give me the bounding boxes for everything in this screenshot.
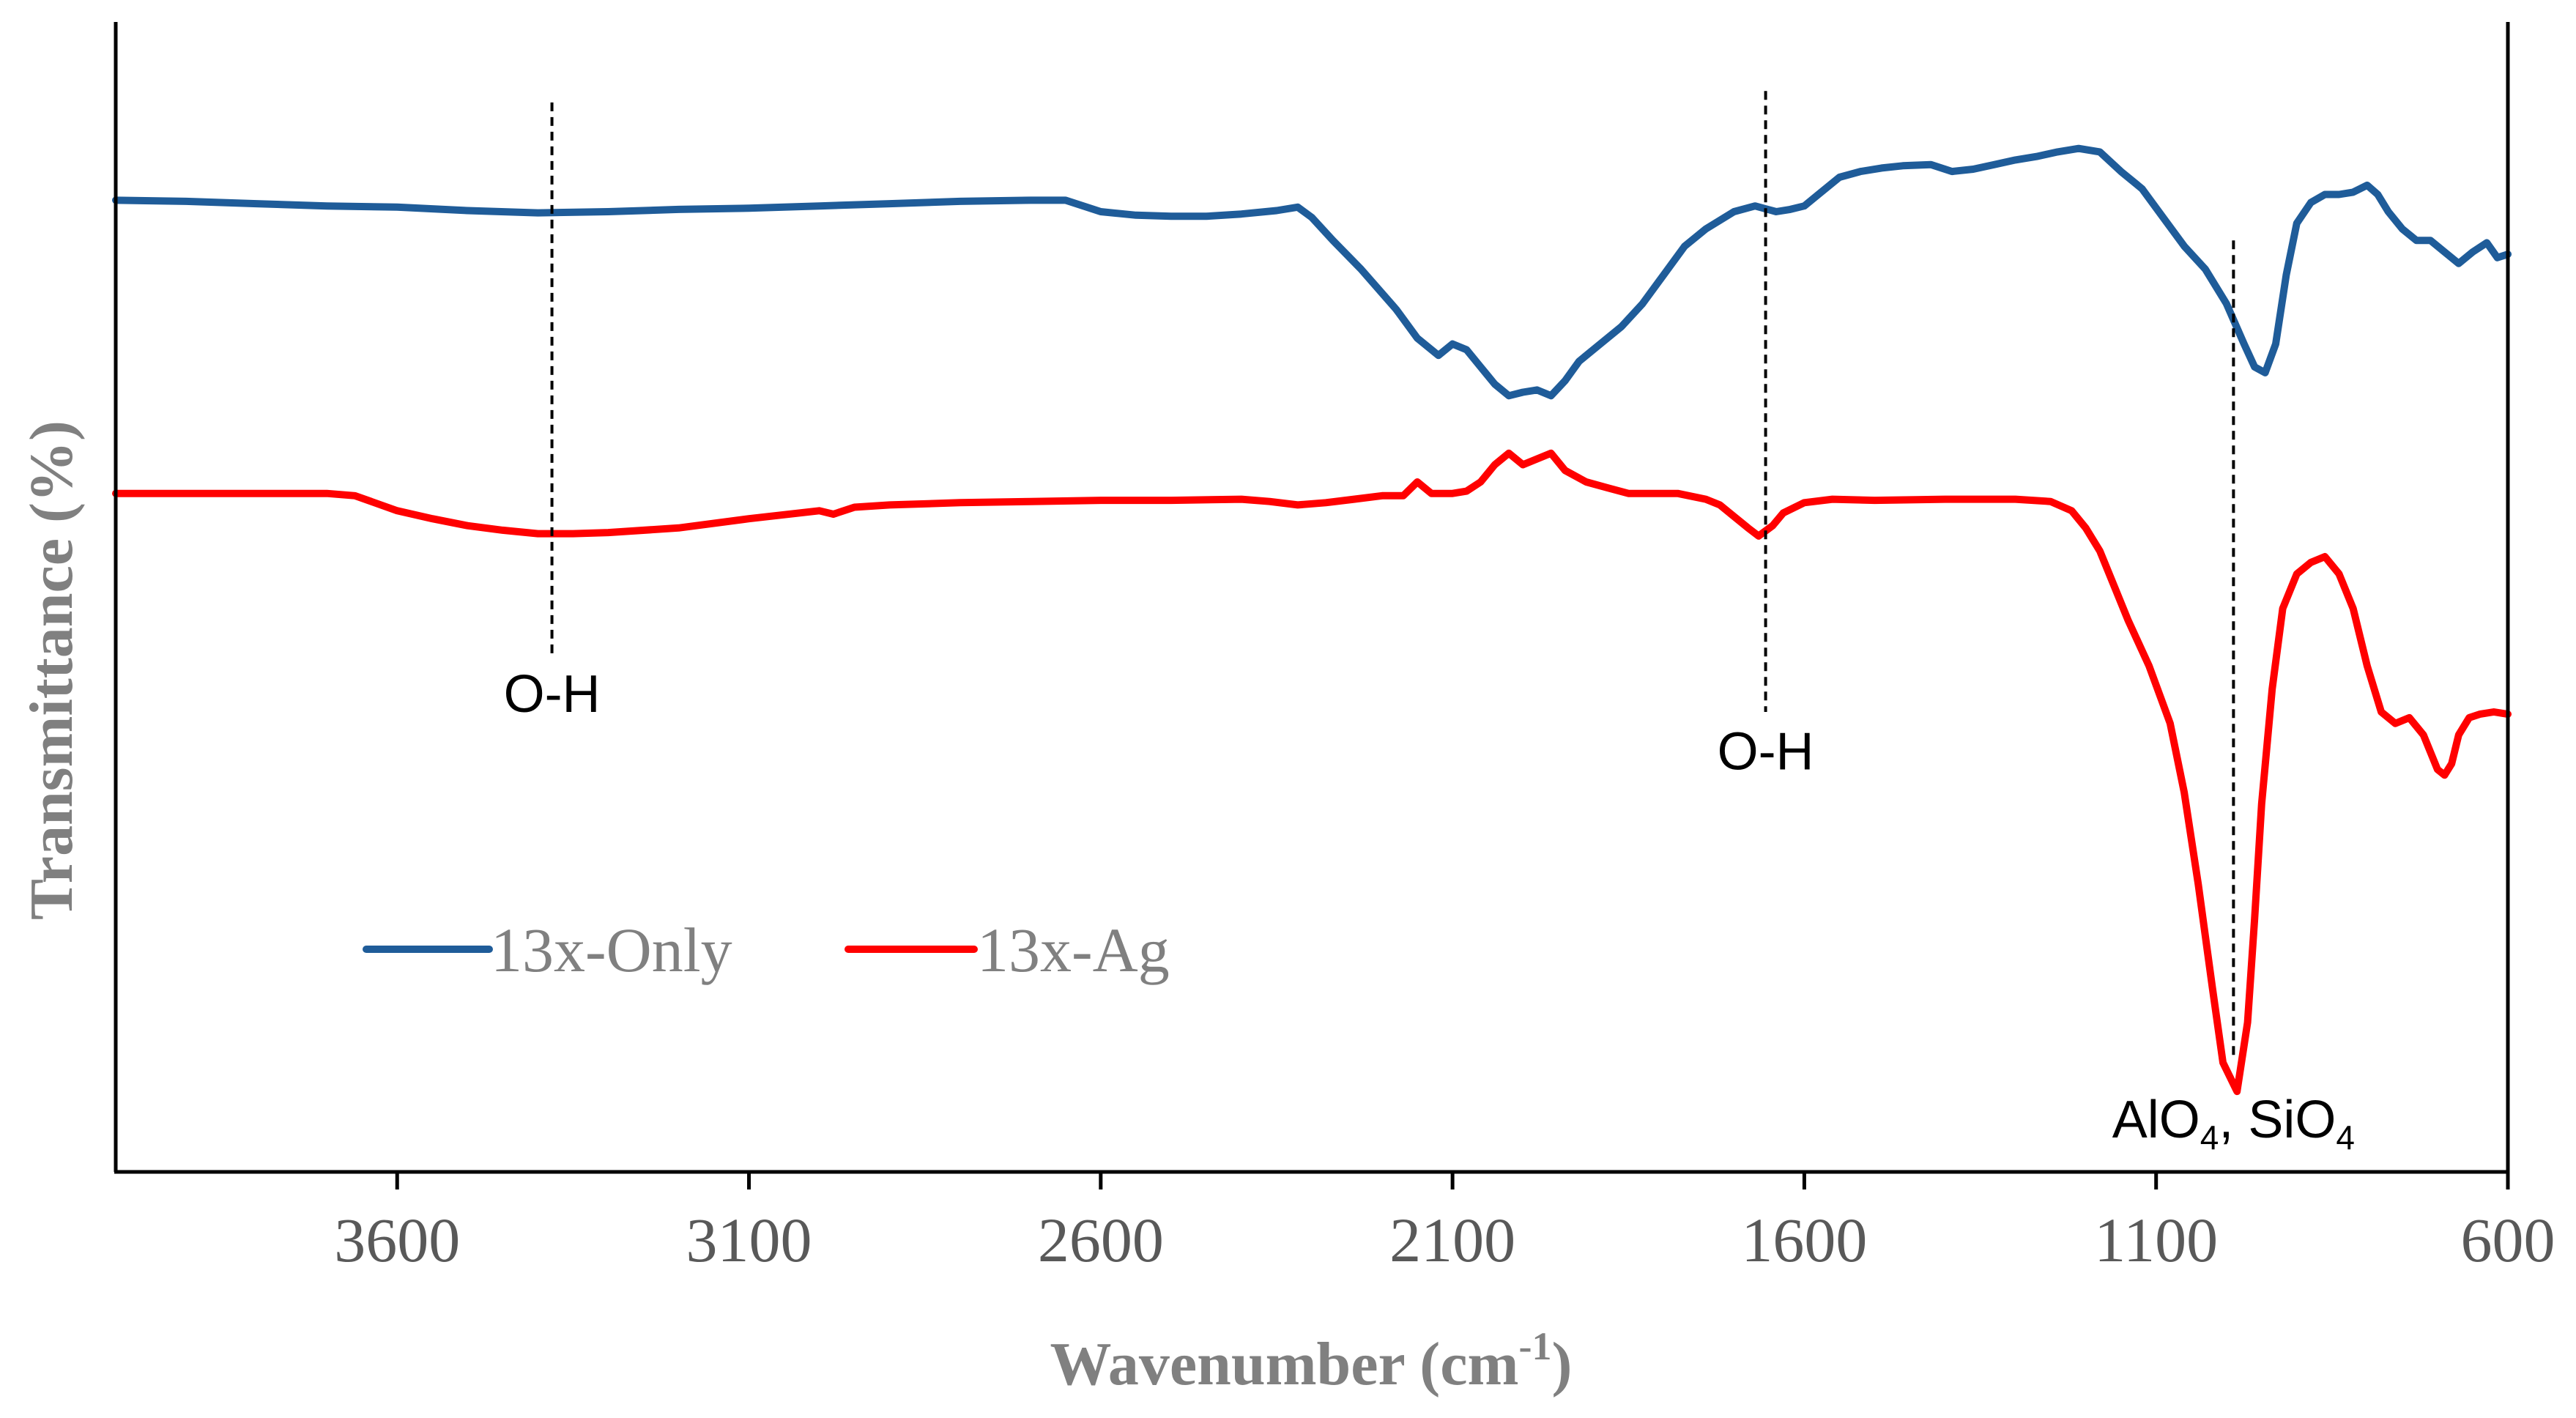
plot-area: O-H O-H AlO4, SiO4: [112, 91, 2512, 1157]
legend: 13x-Only 13x-Ag: [363, 915, 1170, 985]
x-tick-label: 3600: [334, 1205, 460, 1275]
x-axis-title-sup: -1: [1519, 1324, 1552, 1368]
annotation-label: AlO4, SiO4: [2112, 1091, 2355, 1157]
x-tick-label: 3100: [686, 1205, 812, 1275]
y-axis-title: Transmittance (%): [18, 420, 86, 920]
x-tick-label: 1600: [1741, 1205, 1867, 1275]
x-tick-label: 2100: [1389, 1205, 1515, 1275]
legend-label-13x-ag: 13x-Ag: [977, 915, 1170, 985]
x-ticks: 3600 3100 2600 2100 1600 1100 600: [334, 1172, 2555, 1275]
series-line-13x-ag: [112, 449, 2512, 1096]
axes: [114, 22, 2510, 1174]
x-tick-label: 600: [2461, 1205, 2555, 1275]
series-layer: [112, 144, 2512, 1096]
x-tick-label: 1100: [2094, 1205, 2218, 1275]
legend-label-13x-only: 13x-Only: [491, 915, 732, 985]
annotation-label: O-H: [1718, 723, 1814, 782]
x-tick-label: 2600: [1038, 1205, 1164, 1275]
series-line-13x-only: [112, 144, 2512, 400]
x-axis-title-end: ): [1552, 1330, 1573, 1398]
annotation-layer: O-H O-H AlO4, SiO4: [504, 91, 2355, 1157]
x-axis-title-main: Wavenumber (cm: [1050, 1330, 1518, 1398]
annotation-label: O-H: [504, 665, 601, 724]
x-axis-title: Wavenumber (cm-1): [1050, 1324, 1572, 1398]
